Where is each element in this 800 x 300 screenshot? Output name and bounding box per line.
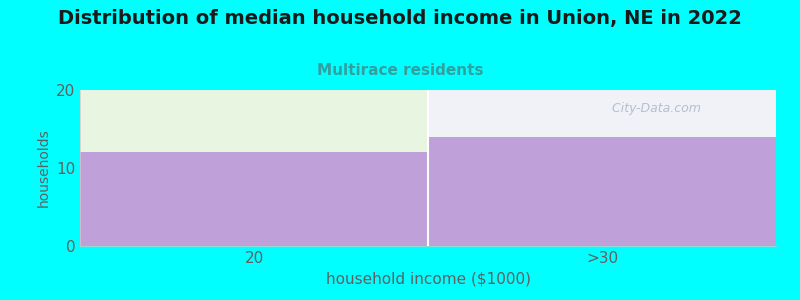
Text: Multirace residents: Multirace residents (317, 63, 483, 78)
X-axis label: household income ($1000): household income ($1000) (326, 272, 530, 286)
Y-axis label: households: households (36, 129, 50, 207)
Text: Distribution of median household income in Union, NE in 2022: Distribution of median household income … (58, 9, 742, 28)
Text: City-Data.com: City-Data.com (600, 102, 701, 115)
